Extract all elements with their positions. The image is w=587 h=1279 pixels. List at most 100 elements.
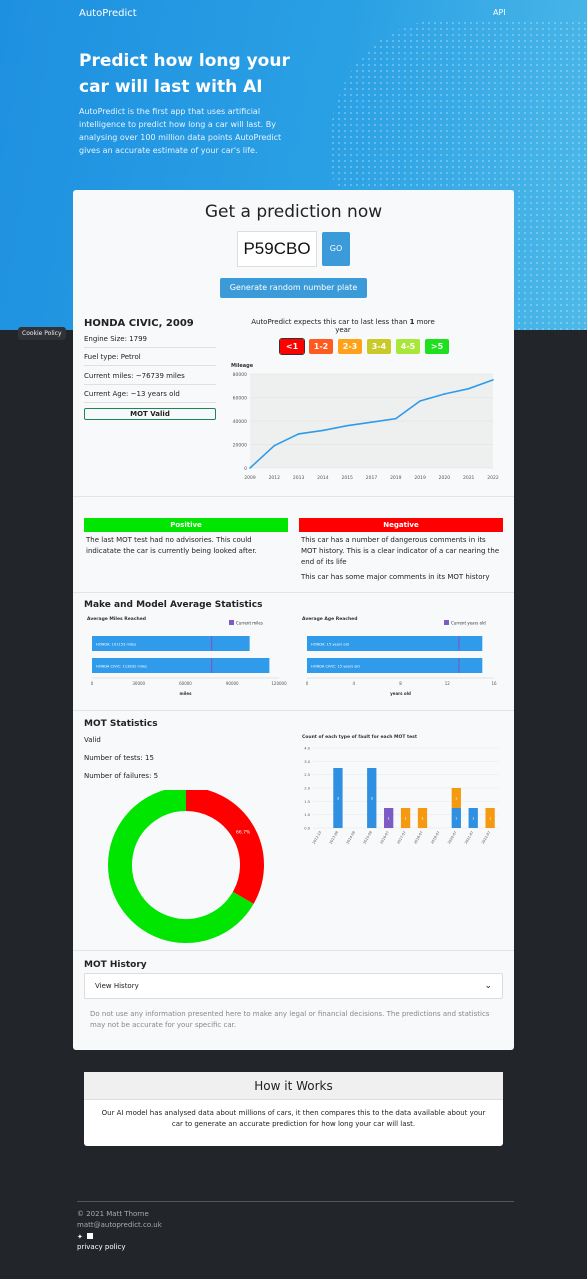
average-miles-chart: Average Miles Reached Current miles HONDA:… bbox=[87, 616, 287, 696]
prediction-title: Get a prediction now bbox=[204, 202, 383, 222]
legend-label: Current years old bbox=[451, 621, 486, 626]
fault-value-label: 3 bbox=[371, 796, 373, 800]
fault-bar bbox=[367, 768, 377, 828]
chart-title: Count of each type of fault for each MOT… bbox=[302, 734, 418, 740]
average-age-chart: Average Age Reached Current years old HOND… bbox=[302, 616, 497, 696]
x-tick-label: 16 bbox=[491, 681, 497, 686]
random-plate-button[interactable]: Generate random number plate bbox=[220, 278, 367, 298]
avg-bar bbox=[92, 658, 270, 673]
avg-bar bbox=[92, 636, 250, 651]
linkedin-icon[interactable] bbox=[87, 1233, 94, 1239]
divider bbox=[73, 592, 514, 593]
prediction-text: AutoPredict expects this car to last les… bbox=[248, 318, 438, 334]
x-tick-label: 2015-09 bbox=[362, 831, 373, 845]
x-tick-label: 2013-09 bbox=[329, 831, 340, 845]
x-tick-label: 2017-07 bbox=[396, 831, 407, 845]
divider bbox=[73, 496, 514, 497]
fault-value-label: 1 bbox=[388, 816, 390, 820]
fault-value-label: 1 bbox=[455, 796, 457, 800]
chart-title: Average Age Reached bbox=[302, 616, 357, 622]
y-axis-title: Mileage bbox=[231, 363, 254, 369]
view-history-accordion[interactable]: View History ⌄ bbox=[84, 973, 503, 999]
y-tick-label: 4.0 bbox=[304, 747, 310, 751]
number-plate-input[interactable] bbox=[237, 231, 317, 267]
positive-header: Positive bbox=[84, 518, 288, 532]
y-tick-label: 60000 bbox=[233, 396, 247, 402]
negative-text-2: This car has some major comments in its … bbox=[301, 573, 490, 581]
mileage-point bbox=[492, 379, 494, 381]
x-tick-label: 8 bbox=[399, 681, 402, 686]
negative-header: Negative bbox=[299, 518, 503, 532]
fault-bar bbox=[451, 788, 461, 808]
legend-swatch bbox=[444, 620, 449, 625]
x-tick-label: 2014-09 bbox=[346, 831, 357, 845]
bar-label: HONDA: 101153 miles bbox=[96, 643, 136, 647]
x-tick-label: 2021-07 bbox=[464, 831, 475, 845]
negative-text-1: This car has a number of dangerous comme… bbox=[301, 536, 500, 566]
mot-status: Valid bbox=[84, 736, 101, 744]
engine-size: Engine Size: 1799 bbox=[84, 335, 216, 348]
y-tick-label: 0 bbox=[244, 466, 247, 472]
x-tick-label: 30000 bbox=[132, 681, 145, 686]
legend-label: Current miles bbox=[236, 621, 263, 626]
slice-label: 66.7% bbox=[236, 829, 251, 835]
mileage-point bbox=[419, 400, 421, 402]
chevron-down-icon: ⌄ bbox=[484, 981, 492, 991]
mot-status-badge: MOT Valid bbox=[84, 408, 216, 420]
bar-label: HONDA CIVIC: 15 years old bbox=[311, 665, 360, 669]
x-tick-label: 2016-07 bbox=[379, 831, 390, 845]
cookie-policy-button[interactable]: Cookie Policy bbox=[18, 327, 66, 340]
x-tick-label: 12 bbox=[445, 681, 451, 686]
lifetime-range-box: 3-4 bbox=[367, 339, 391, 354]
fault-value-label: 1 bbox=[489, 816, 491, 820]
x-tick-label: 2022-07 bbox=[481, 831, 492, 845]
mileage-point bbox=[297, 433, 300, 435]
avg-bar bbox=[307, 636, 483, 651]
x-tick-label: 2015 bbox=[341, 475, 353, 481]
lifetime-range-box: <1 bbox=[279, 338, 305, 355]
twitter-icon[interactable]: ✦ bbox=[77, 1233, 83, 1241]
prediction-highlight: 1 bbox=[409, 318, 415, 326]
mot-failure-count: Number of failures: 5 bbox=[84, 772, 159, 780]
fault-bar bbox=[400, 808, 411, 828]
prediction-card: Get a prediction now GO Generate random … bbox=[73, 190, 514, 1050]
x-tick-label: 2012-10 bbox=[312, 831, 323, 845]
x-tick-label: 2019-07 bbox=[430, 831, 441, 845]
lifetime-range-box: >5 bbox=[425, 339, 449, 354]
x-tick-label: 2019 bbox=[390, 475, 402, 481]
privacy-policy-link[interactable]: privacy policy bbox=[77, 1243, 126, 1251]
api-link[interactable]: API bbox=[493, 8, 506, 17]
divider bbox=[73, 950, 514, 951]
fuel-type: Fuel type: Petrol bbox=[84, 353, 216, 366]
mileage-chart: Mileage 0 20000 40000 60000 80000 2009 2012 2013… bbox=[231, 363, 499, 481]
brand-link[interactable]: AutoPredict bbox=[79, 8, 137, 19]
x-tick-label: 60000 bbox=[179, 681, 192, 686]
view-history-label: View History bbox=[95, 982, 139, 990]
go-button[interactable]: GO bbox=[322, 232, 350, 266]
avg-stats-title: Make and Model Average Statistics bbox=[84, 600, 263, 610]
social-icons: ✦ bbox=[77, 1233, 94, 1241]
fault-value-label: 1 bbox=[472, 816, 474, 820]
mileage-point bbox=[395, 417, 397, 420]
hero-description: AutoPredict is the first app that uses a… bbox=[79, 107, 282, 155]
mileage-point bbox=[370, 421, 373, 423]
y-tick-label: 3.0 bbox=[304, 760, 310, 764]
footer-email[interactable]: matt@autopredict.co.uk bbox=[77, 1221, 162, 1229]
fault-bar bbox=[468, 808, 478, 828]
fault-value-label: 3 bbox=[337, 796, 339, 800]
mileage-point bbox=[249, 467, 251, 469]
fault-bar bbox=[417, 808, 428, 828]
hero-title: Predict how long your car will last with… bbox=[79, 51, 290, 97]
mot-test-count: Number of tests: 15 bbox=[84, 754, 154, 762]
how-it-works-title: How it Works bbox=[84, 1072, 503, 1100]
x-tick-label: 2021 bbox=[463, 475, 475, 481]
x-tick-label: 90000 bbox=[226, 681, 239, 686]
mileage-point bbox=[467, 387, 470, 390]
y-tick-label: 80000 bbox=[233, 372, 247, 378]
x-axis-title: miles bbox=[179, 691, 192, 696]
fault-bar bbox=[451, 808, 461, 828]
mileage-point bbox=[443, 393, 446, 395]
x-tick-label: 0 bbox=[306, 681, 309, 686]
x-tick-label: 2017 bbox=[366, 475, 378, 481]
x-tick-label: 2022 bbox=[487, 475, 499, 481]
